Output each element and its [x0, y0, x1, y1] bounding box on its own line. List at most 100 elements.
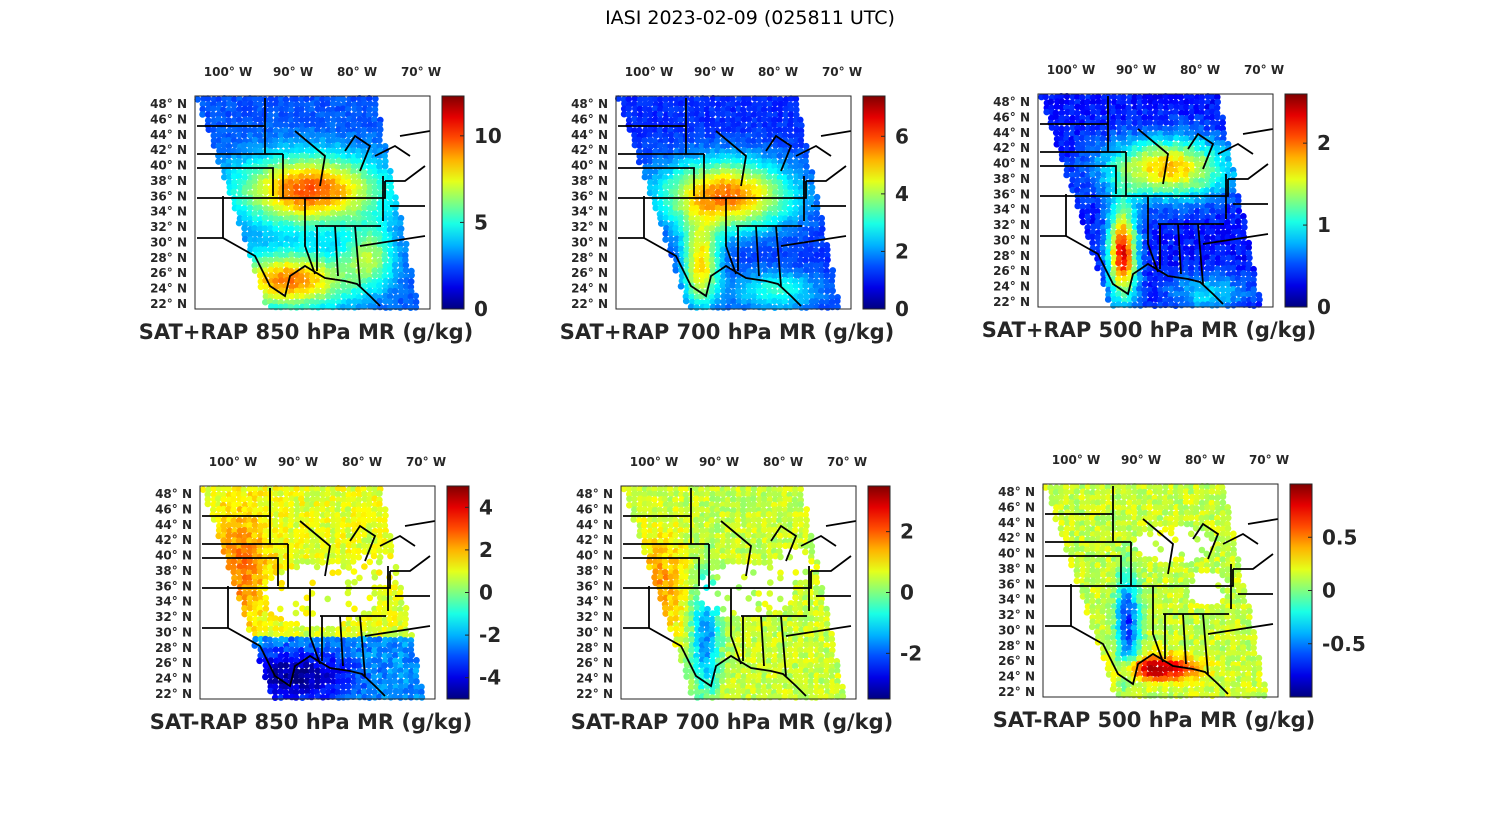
data-point [771, 304, 779, 311]
data-point [1213, 203, 1221, 210]
data-point [366, 282, 373, 289]
data-point [771, 121, 778, 128]
data-point [375, 636, 383, 643]
data-point [381, 590, 388, 597]
data-point [1219, 197, 1226, 204]
data-point [272, 235, 280, 243]
data-point [319, 226, 326, 233]
data-point [735, 199, 742, 207]
data-point [807, 199, 815, 206]
data-point [698, 147, 706, 155]
data-point [787, 219, 794, 227]
data-point [225, 543, 233, 550]
data-point [1136, 259, 1144, 267]
data-point [781, 298, 789, 305]
lon-tick-label: 90° W [1116, 63, 1156, 77]
data-point [345, 236, 352, 243]
data-point [293, 116, 300, 123]
map-panel-4: 100° W 90° W 80° W 70° W 48° N 46° N 44° N 42° … [125, 450, 525, 740]
data-point [771, 116, 778, 124]
data-point [1141, 203, 1149, 211]
data-point [391, 642, 398, 649]
data-point [1110, 135, 1117, 142]
data-point [1183, 229, 1190, 236]
data-point [288, 563, 296, 570]
data-point [1183, 233, 1190, 241]
data-point [199, 111, 206, 118]
data-point [662, 158, 670, 165]
data-point [746, 268, 753, 275]
data-point [324, 210, 332, 218]
data-point [1167, 103, 1175, 110]
data-point [1199, 213, 1206, 220]
data-point [1131, 115, 1139, 122]
data-point [802, 251, 810, 259]
data-point [324, 490, 331, 498]
data-point [392, 620, 400, 627]
data-point [1182, 161, 1190, 168]
data-point [344, 225, 352, 233]
data-point [625, 95, 632, 103]
data-point [329, 209, 337, 217]
lat-tick-label: 48° N [150, 97, 187, 111]
data-point [365, 157, 373, 165]
data-point [382, 158, 389, 165]
data-point [397, 214, 405, 222]
data-point [335, 516, 342, 524]
data-point [340, 142, 347, 150]
data-point [267, 620, 275, 627]
data-point [366, 558, 374, 566]
data-point [1183, 285, 1191, 292]
data-point [235, 537, 243, 545]
data-point [771, 219, 779, 227]
data-point [210, 485, 218, 492]
data-point [277, 490, 284, 497]
data-point [709, 267, 717, 274]
data-point [1105, 182, 1112, 189]
data-point [246, 495, 253, 503]
lat-tick-label: 38° N [993, 172, 1030, 186]
data-point [314, 287, 321, 295]
data-point [677, 188, 685, 196]
data-point [382, 199, 389, 207]
data-point [807, 277, 814, 285]
data-point [361, 563, 368, 570]
data-point [1203, 187, 1210, 194]
data-point [231, 183, 239, 190]
data-point [1115, 146, 1122, 153]
data-point [1199, 198, 1207, 205]
data-point [792, 226, 799, 233]
data-point [729, 215, 737, 222]
data-point [1214, 166, 1222, 173]
data-point [293, 189, 301, 197]
data-point [1126, 129, 1134, 137]
data-point [735, 298, 743, 305]
data-point [236, 594, 243, 602]
data-point [1152, 234, 1159, 241]
data-point [813, 303, 821, 310]
data-point [303, 95, 310, 103]
data-point [817, 287, 825, 295]
panel-title: SAT+RAP 500 hPa MR (g/kg) [981, 318, 1317, 342]
data-point [1172, 108, 1179, 116]
data-point [1162, 207, 1169, 215]
data-point [288, 168, 296, 176]
data-point [283, 158, 290, 166]
data-point [625, 111, 633, 118]
data-point [1105, 259, 1112, 267]
lat-tick-label: 22° N [571, 297, 608, 311]
data-point [365, 111, 373, 119]
data-point [277, 615, 285, 623]
data-point [1089, 94, 1097, 101]
data-point [246, 532, 253, 539]
data-point [257, 209, 265, 216]
data-point [299, 605, 306, 612]
data-point [1199, 181, 1206, 189]
data-point [1141, 171, 1149, 178]
data-point [771, 297, 778, 305]
data-point [391, 637, 399, 644]
data-point [1126, 259, 1134, 267]
data-point [740, 298, 748, 305]
data-point [256, 272, 264, 279]
data-point [355, 293, 363, 301]
